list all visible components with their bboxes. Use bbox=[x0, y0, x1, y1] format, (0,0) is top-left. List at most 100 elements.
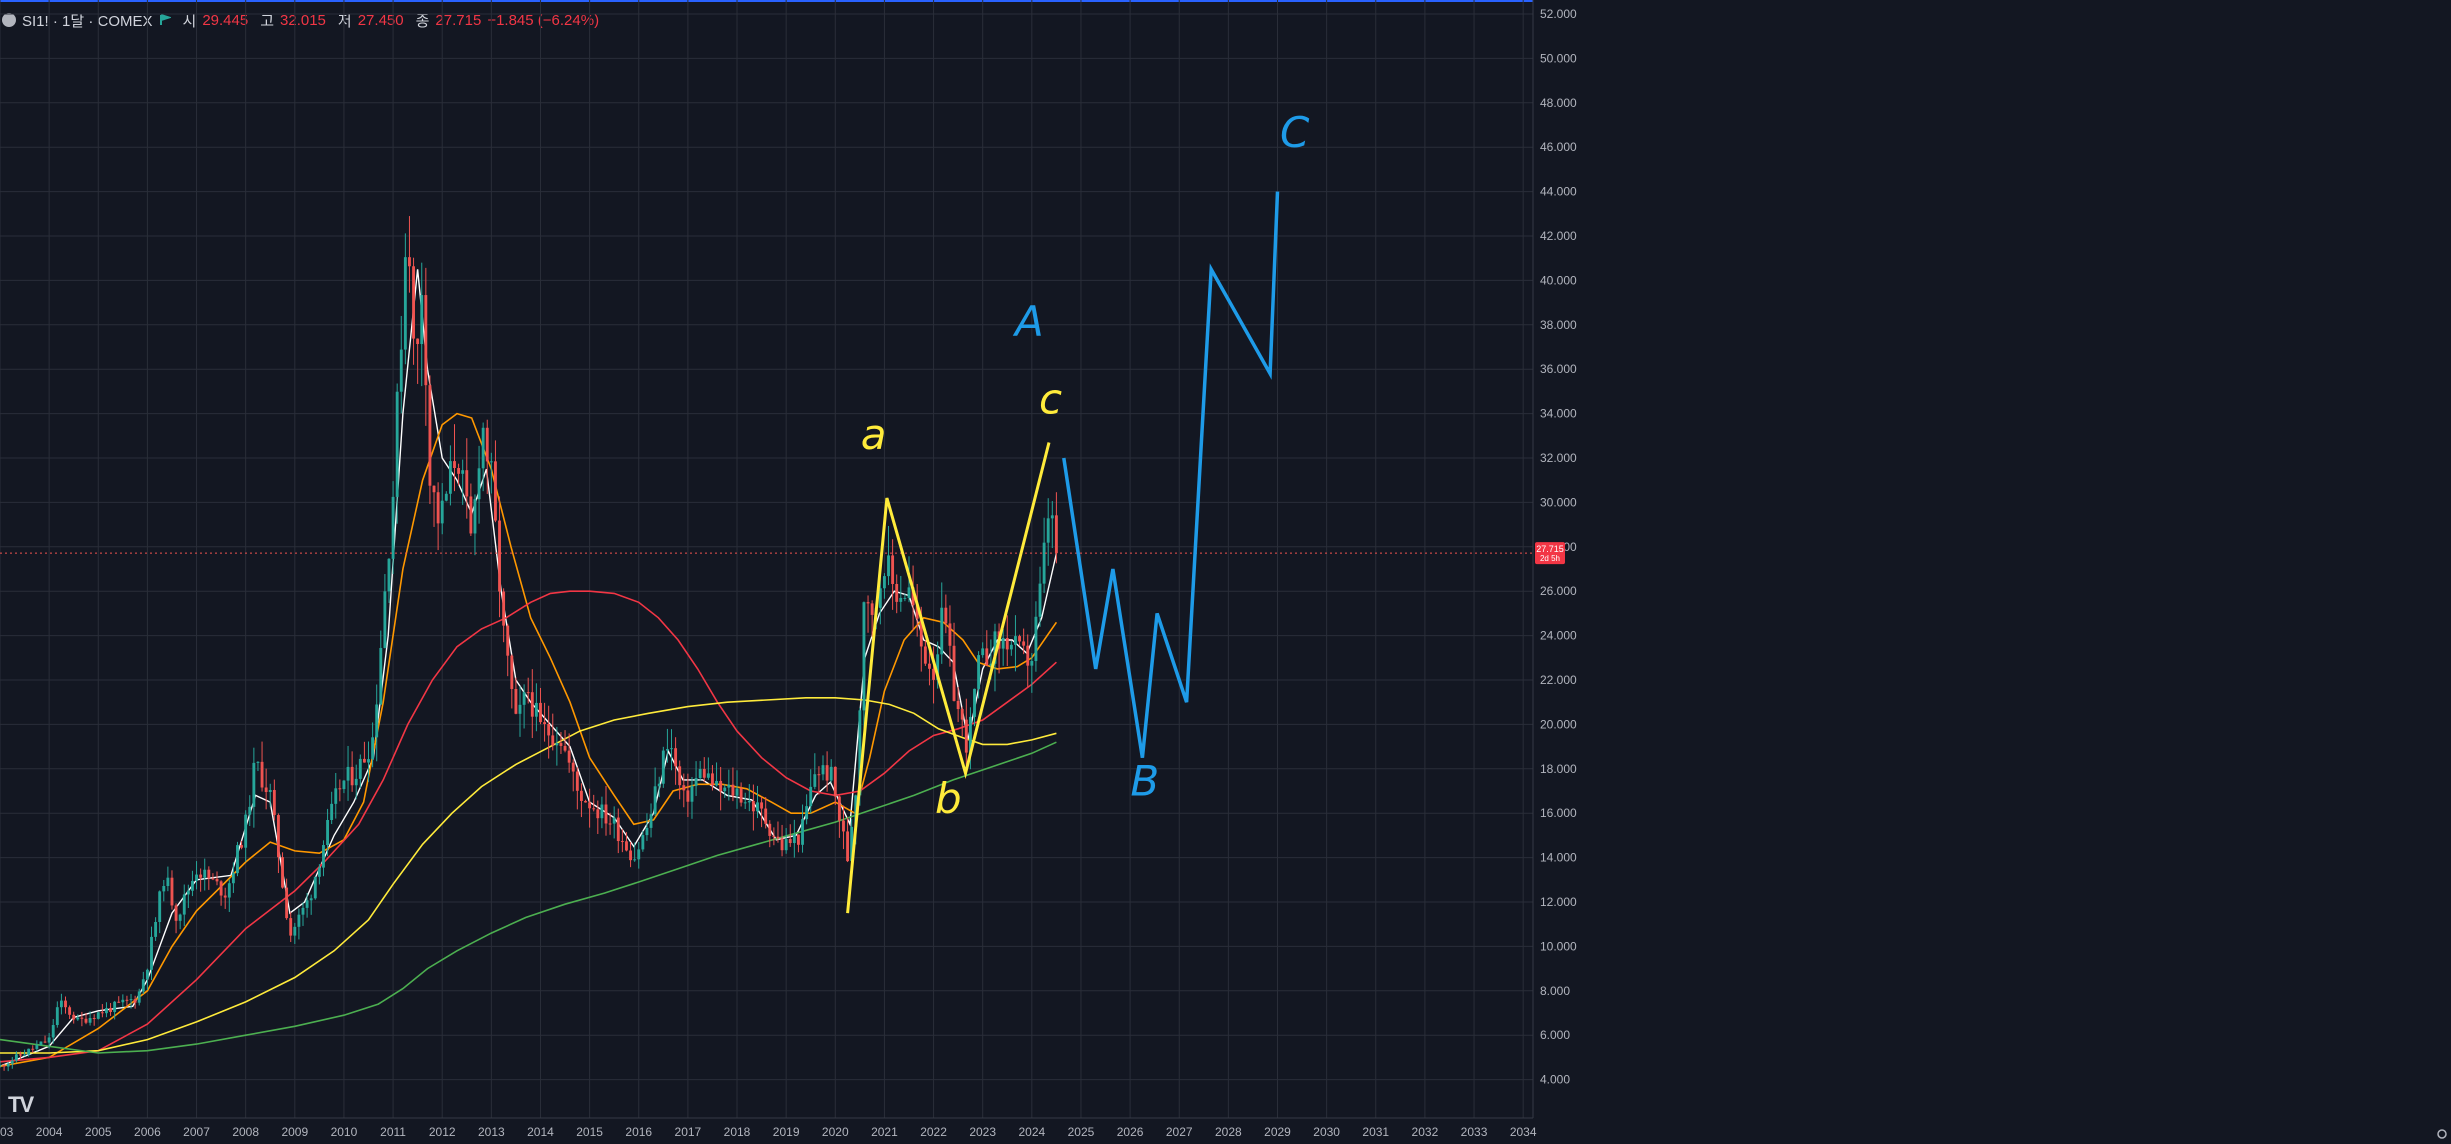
x-tick-label: 2034 bbox=[1510, 1125, 1537, 1139]
candle-body bbox=[473, 499, 477, 534]
x-tick-label: 2013 bbox=[478, 1125, 505, 1139]
candle-body bbox=[162, 886, 166, 892]
price-tag-countdown: 2d 5h bbox=[1540, 554, 1560, 563]
candle-body bbox=[129, 999, 133, 1001]
candle-body bbox=[260, 761, 264, 788]
candle-body bbox=[588, 802, 592, 809]
candle-body bbox=[964, 719, 968, 753]
candle-body bbox=[788, 839, 792, 844]
open-value: 29.445 bbox=[202, 11, 249, 29]
handwritten-label: a bbox=[861, 410, 887, 459]
y-tick-label: 8.000 bbox=[1540, 984, 1570, 998]
candle-body bbox=[866, 602, 870, 604]
symbol-logo-icon[interactable] bbox=[2, 13, 16, 27]
candle-body bbox=[932, 668, 935, 680]
candle-body bbox=[903, 597, 907, 599]
candle-body bbox=[813, 774, 817, 787]
candle-body bbox=[1009, 644, 1013, 650]
candle-body bbox=[584, 800, 587, 803]
symbol-title[interactable]: SI1! · 1달 · COMEX bbox=[22, 12, 153, 30]
grid bbox=[0, 0, 1533, 1125]
candle-body bbox=[182, 894, 186, 915]
candle-body bbox=[158, 891, 162, 923]
time-axis[interactable]: 2003 2004 2005 2006 2007 2008 2009 2010 2011 2012… bbox=[0, 1117, 2451, 1144]
x-tick-label: 2014 bbox=[527, 1125, 554, 1139]
candle-body bbox=[567, 750, 571, 763]
candle-body bbox=[539, 702, 542, 723]
y-tick-label: 14.000 bbox=[1540, 851, 1577, 865]
candle-body bbox=[674, 748, 678, 767]
y-tick-label: 32.000 bbox=[1540, 451, 1577, 465]
candle-body bbox=[170, 877, 174, 906]
candle-body bbox=[14, 1054, 18, 1061]
y-tick-label: 34.000 bbox=[1540, 407, 1577, 421]
candle-body bbox=[72, 1014, 76, 1020]
candle-body bbox=[248, 806, 252, 815]
axis-settings[interactable] bbox=[2437, 1129, 2447, 1139]
x-tick-label: 2021 bbox=[871, 1125, 898, 1139]
candle-body bbox=[219, 881, 223, 896]
y-tick-label: 24.000 bbox=[1540, 629, 1577, 643]
candle-body bbox=[227, 883, 231, 898]
price-axis[interactable]: 2.0004.0006.0008.00010.00012.00014.00016… bbox=[1532, 0, 2451, 1144]
candle-body bbox=[952, 645, 956, 701]
candle-body bbox=[989, 663, 993, 666]
candle-body bbox=[96, 1012, 100, 1019]
candle-body bbox=[645, 827, 649, 836]
candle-body bbox=[915, 605, 919, 619]
candle-body bbox=[850, 826, 854, 862]
top-border bbox=[0, 0, 2451, 2]
candle-body bbox=[723, 787, 727, 792]
candle-body bbox=[305, 900, 309, 908]
candle-body bbox=[301, 907, 305, 915]
candle-body bbox=[637, 849, 641, 860]
y-tick-label: 52.000 bbox=[1540, 7, 1577, 21]
x-tick-label: 2020 bbox=[822, 1125, 849, 1139]
candle-body bbox=[444, 493, 448, 501]
tradingview-logo[interactable]: TV bbox=[8, 1092, 34, 1117]
candles bbox=[0, 216, 1058, 1072]
y-tick-label: 48.000 bbox=[1540, 96, 1577, 110]
candle-body bbox=[784, 839, 788, 851]
candle-body bbox=[465, 470, 469, 497]
y-tick-label: 18.000 bbox=[1540, 762, 1577, 776]
y-tick-label: 42.000 bbox=[1540, 229, 1577, 243]
x-tick-label: 2026 bbox=[1117, 1125, 1144, 1139]
candle-body bbox=[317, 867, 321, 877]
y-tick-label: 12.000 bbox=[1540, 895, 1577, 909]
candle-body bbox=[244, 814, 248, 848]
high-label: 고 bbox=[260, 12, 275, 30]
candle-body bbox=[367, 759, 370, 763]
x-tick-label: 2019 bbox=[773, 1125, 800, 1139]
candle-body bbox=[383, 591, 387, 648]
candle-body bbox=[837, 796, 841, 821]
candle-body bbox=[272, 789, 276, 816]
x-tick-label: 2011 bbox=[380, 1125, 406, 1139]
candle-body bbox=[1042, 542, 1046, 584]
candle-body bbox=[186, 890, 190, 895]
y-tick-label: 22.000 bbox=[1540, 673, 1577, 687]
candle-body bbox=[362, 758, 366, 763]
high-value: 32.015 bbox=[280, 11, 326, 29]
candle-body bbox=[428, 385, 432, 486]
y-tick-label: 20.000 bbox=[1540, 717, 1577, 731]
candle-body bbox=[84, 1018, 88, 1023]
candle-body bbox=[481, 427, 485, 469]
candle-body bbox=[596, 809, 600, 819]
candle-body bbox=[776, 836, 780, 839]
candle-body bbox=[215, 878, 219, 882]
candle-body bbox=[747, 801, 751, 803]
candle-body bbox=[579, 790, 583, 801]
candle-body bbox=[461, 470, 465, 474]
candle-body bbox=[416, 338, 420, 345]
low-value: 27.450 bbox=[357, 11, 404, 29]
candle-body bbox=[801, 819, 804, 845]
flag-icon[interactable] bbox=[159, 14, 171, 26]
candle-body bbox=[977, 655, 981, 689]
y-tick-label: 36.000 bbox=[1540, 362, 1577, 376]
candle-body bbox=[424, 295, 428, 386]
candle-body bbox=[502, 591, 506, 626]
handwritten-label: B bbox=[1130, 756, 1159, 805]
